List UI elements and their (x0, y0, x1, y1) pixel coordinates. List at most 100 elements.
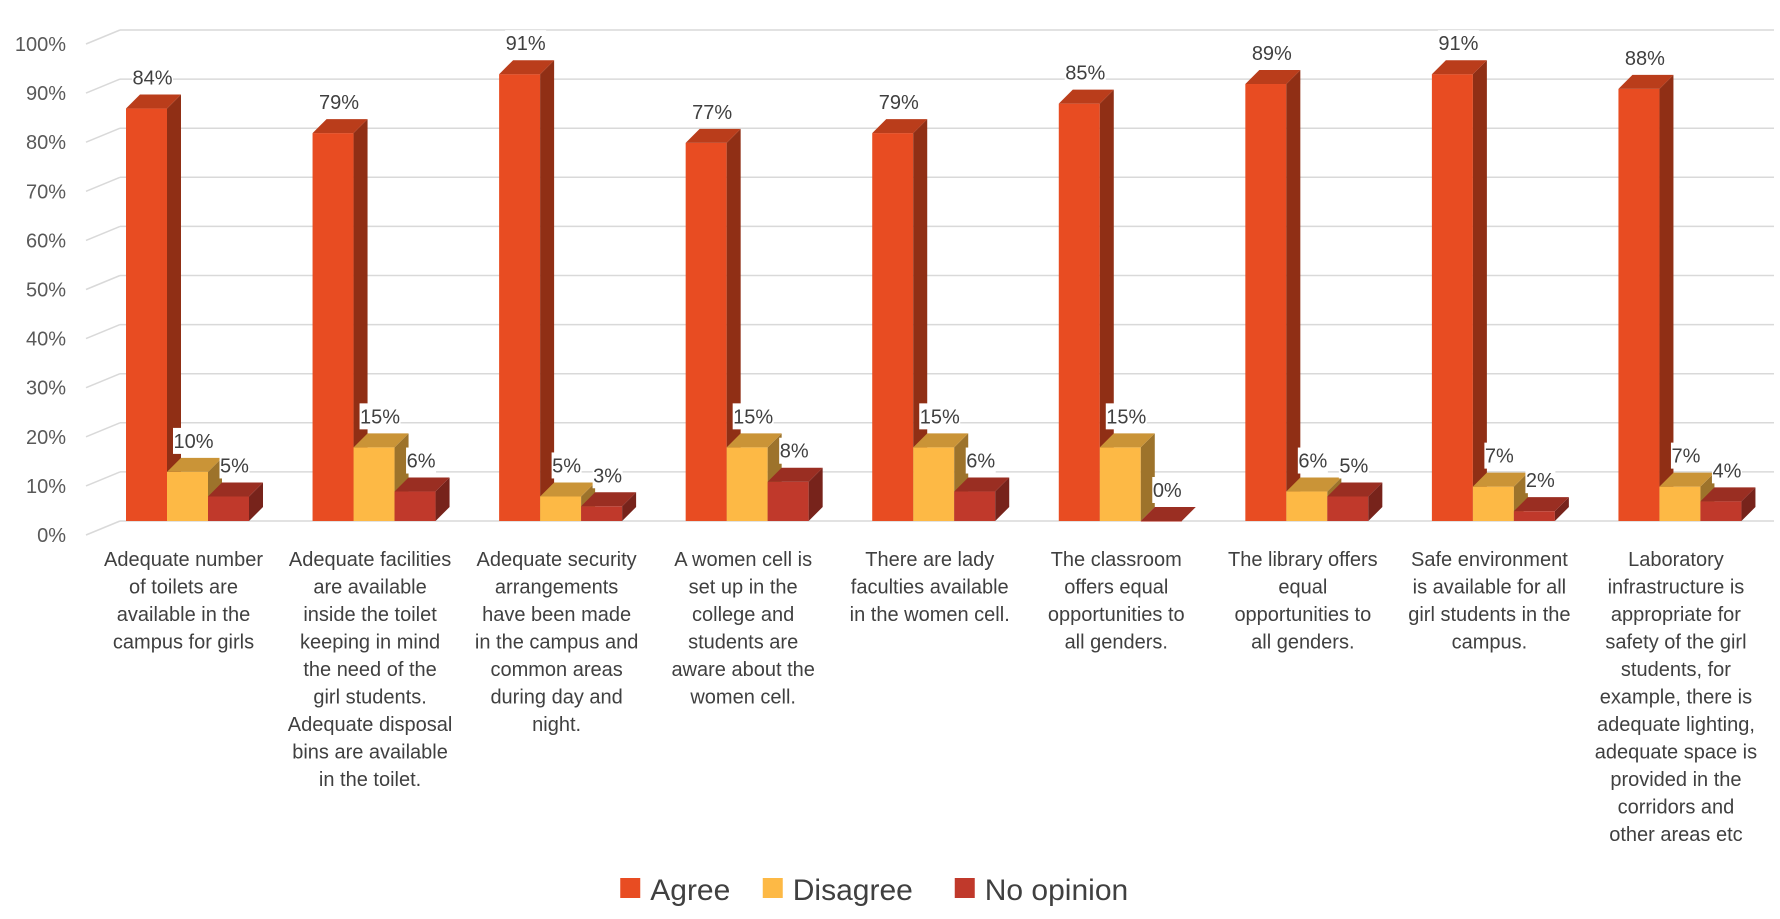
data-label: 15% (360, 406, 400, 428)
bar-agree (685, 128, 741, 521)
bar-no-opinion (581, 492, 637, 521)
bar-front (540, 496, 582, 521)
y-tick-label: 50% (26, 280, 66, 302)
x-tick-label: Adequate number (104, 549, 263, 571)
x-tick-label: during day and (490, 687, 622, 709)
legend-swatch (954, 878, 975, 898)
bar-front (767, 481, 809, 521)
x-tick-label: Laboratory (1628, 549, 1724, 571)
bar-disagree (726, 433, 782, 521)
bar-top (1513, 497, 1569, 512)
data-label: 89% (1252, 43, 1292, 65)
legend: Agree Disagree No opinion (620, 874, 1128, 907)
data-label-bg (1525, 467, 1556, 494)
data-label: 6% (1298, 451, 1327, 473)
x-tick-label: infrastructure is (1608, 577, 1745, 599)
x-tick-label: inside the toilet (303, 604, 437, 626)
data-label-bg (1711, 457, 1742, 484)
data-label-bg (1670, 442, 1701, 469)
bar-front (1140, 521, 1182, 522)
bar-side (1286, 70, 1301, 521)
bar-top (208, 482, 263, 497)
data-label-bg (878, 89, 920, 116)
x-tick-label: adequate space is (1595, 742, 1757, 764)
legend-swatch (620, 878, 641, 898)
bar-agree (1245, 70, 1301, 521)
bar-top (353, 433, 409, 448)
bar-top (1245, 70, 1301, 85)
bar-front (353, 447, 395, 521)
data-label-bg (1297, 447, 1328, 474)
bar-no-opinion (1327, 482, 1383, 521)
bar-top (540, 482, 596, 497)
data-label-bg (919, 403, 961, 430)
x-tick-label: other areas etc (1609, 824, 1742, 846)
data-label-bg (505, 30, 547, 57)
gridline-depth (85, 225, 121, 242)
bars (126, 60, 1756, 522)
data-label: 79% (879, 92, 919, 114)
bar-top (872, 119, 928, 134)
bar-disagree (913, 433, 969, 521)
x-tick-label: the need of the (303, 659, 436, 681)
x-tick-label: all genders. (1065, 632, 1168, 654)
legend-item-agree: Agree (620, 874, 730, 907)
data-label-bg (406, 447, 437, 474)
bar-disagree (1099, 433, 1155, 521)
bar-front (913, 447, 955, 521)
bar-front (872, 133, 914, 522)
data-label: 5% (1339, 455, 1368, 477)
x-tick-label: provided in the (1610, 769, 1741, 791)
data-label: 91% (1438, 33, 1478, 55)
x-tick-label: equal (1278, 577, 1327, 599)
bar-front (1513, 511, 1555, 521)
gridline-depth (85, 471, 121, 487)
data-label: 79% (319, 92, 359, 114)
bar-agree (1058, 89, 1114, 522)
y-tick-label: 10% (26, 476, 66, 498)
data-label: 85% (1065, 63, 1105, 85)
bar-top (581, 492, 637, 507)
gridline-depth (85, 176, 121, 192)
x-tick-label: arrangements (495, 577, 618, 599)
bar-top (1659, 472, 1715, 487)
data-label-bg (219, 452, 250, 479)
bar-side (622, 492, 637, 521)
bar-front (1659, 486, 1701, 521)
bar-top (499, 60, 555, 75)
bar-side (167, 94, 181, 521)
data-label-bg (1484, 442, 1515, 469)
bar-side (435, 477, 450, 521)
x-tick-label: of toilets are (129, 577, 238, 599)
x-tick-label: aware about the (671, 659, 814, 681)
bar-front (1286, 491, 1328, 521)
data-label-bg (359, 403, 401, 430)
x-tick-label: in the women cell. (850, 604, 1010, 626)
legend-swatch (762, 878, 783, 898)
bar-front (1618, 88, 1660, 522)
data-label: 10% (173, 431, 213, 453)
bar-side (995, 477, 1010, 521)
bar-top (1327, 482, 1383, 497)
bar-side (1368, 482, 1383, 521)
bar-front (1472, 486, 1514, 521)
x-tick-label: set up in the (689, 577, 798, 599)
data-label-bg (173, 427, 214, 454)
bar-top (394, 477, 450, 492)
x-tick-label: have been made (482, 604, 631, 626)
data-label: 15% (1106, 406, 1146, 428)
x-tick-label: available in the (117, 604, 250, 626)
bar-front (208, 496, 249, 521)
bar-agree (1618, 74, 1674, 522)
bar-front (1700, 501, 1742, 521)
bar-top (1286, 477, 1342, 492)
data-label: 15% (920, 406, 960, 428)
y-tick-label: 80% (26, 132, 66, 154)
bar-no-opinion (1140, 507, 1196, 522)
x-tick-label: college and (692, 604, 794, 626)
bar-front (1327, 496, 1369, 521)
x-tick-label: girl students in the (1408, 604, 1570, 626)
y-tick-label: 0% (37, 525, 66, 547)
data-label-bg (1105, 403, 1147, 430)
